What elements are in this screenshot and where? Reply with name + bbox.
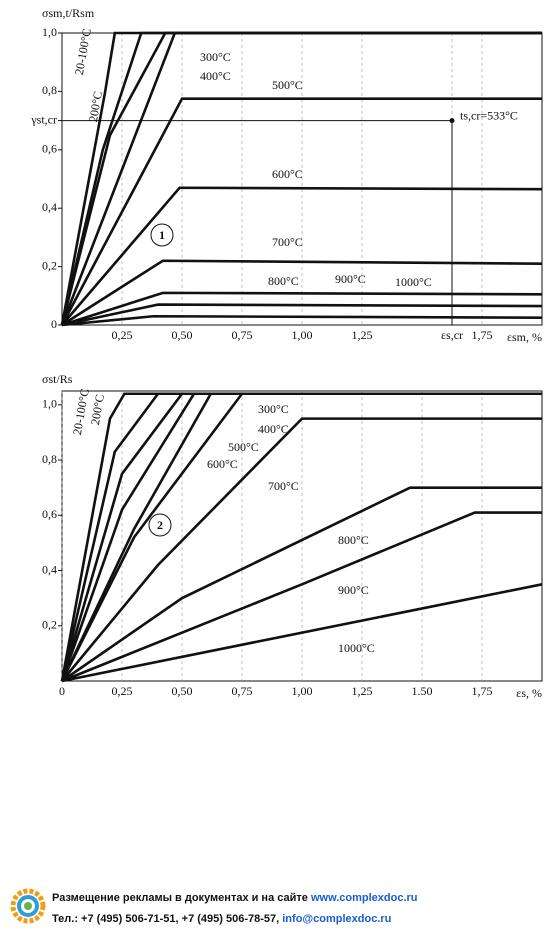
x-tick-label: 1,00: [292, 328, 313, 342]
footer-link[interactable]: info@complexdoc.ru: [282, 913, 391, 925]
series-line: [60, 417, 542, 682]
y-tick-label: 0,6: [42, 507, 57, 521]
y-tick-label: γst,cr: [30, 112, 57, 126]
annotation-number: 2: [157, 518, 163, 532]
series-label: 800°C: [268, 274, 299, 288]
x-tick-label: 1,25: [352, 328, 373, 342]
series-line: [61, 186, 543, 326]
x-axis-label: εsm, %: [507, 330, 542, 344]
series-line: [61, 314, 543, 327]
x-tick-label: 1,25: [352, 684, 373, 698]
series-line: [61, 511, 542, 683]
series-label: 600°C: [207, 457, 238, 471]
x-tick-label: 0,75: [232, 328, 253, 342]
annotation-point: [449, 118, 455, 124]
logo: [10, 888, 46, 924]
series-line: [60, 392, 542, 682]
x-tick-label: 0,50: [172, 328, 193, 342]
series-label: 20-100°C: [70, 387, 92, 436]
series-label: 1000°C: [395, 275, 432, 289]
series-line: [60, 97, 542, 326]
x-tick-label: 0,50: [172, 684, 193, 698]
series-label: 700°C: [268, 479, 299, 493]
series-label: 20-100°C: [72, 27, 94, 76]
x-tick-label: 0,25: [112, 684, 133, 698]
y-tick-label: 0,8: [42, 83, 57, 97]
footer-text: Тел.: +7 (495) 506-71-51, +7 (495) 506-7…: [52, 913, 391, 925]
y-tick-label: 0,4: [42, 200, 57, 214]
series-line: [61, 486, 542, 683]
series-label: 500°C: [272, 78, 303, 92]
y-tick-label: 0,8: [42, 452, 57, 466]
series-label: 700°C: [272, 235, 303, 249]
series-label: 300°C: [258, 402, 289, 416]
series-label: 400°C: [258, 422, 289, 436]
y-tick-label: 0,2: [42, 618, 57, 632]
series-label: 800°C: [338, 533, 369, 547]
y-tick-label: 1,0: [42, 25, 57, 39]
series-label: 900°C: [335, 272, 366, 286]
series-label: 300°C: [200, 50, 231, 64]
series-label: 200°C: [86, 90, 105, 123]
series-label: 1000°C: [338, 641, 375, 655]
y-axis-label: σst/Rs: [42, 372, 73, 386]
x-tick-label: 0,25: [112, 328, 133, 342]
x-tick-label: 1,75: [472, 684, 493, 698]
y-tick-label: 0,4: [42, 562, 57, 576]
annotation-number: 1: [159, 228, 165, 242]
footer-line: Тел.: +7 (495) 506-71-51, +7 (495) 506-7…: [52, 913, 282, 925]
y-tick-label: 1,0: [42, 397, 57, 411]
x-tick-label: εs,cr: [441, 328, 463, 342]
x-tick-label: 0: [59, 684, 65, 698]
footer-text: Размещение рекламы в документах и на сай…: [52, 892, 418, 904]
series-label: 200°C: [88, 393, 107, 426]
x-axis-label: εs, %: [516, 686, 542, 700]
x-tick-label: 1.50: [412, 684, 433, 698]
series-line: [61, 303, 543, 327]
series-line: [61, 259, 543, 327]
series-line: [61, 291, 543, 327]
annotation-text: ts,cr=533°C: [460, 108, 518, 122]
x-tick-label: 1,75: [472, 328, 493, 342]
y-tick-label: 0,2: [42, 258, 57, 272]
x-tick-label: 1,00: [292, 684, 313, 698]
series-label: 600°C: [272, 167, 303, 181]
series-line: [61, 583, 543, 683]
annotation-circle: [148, 513, 172, 537]
y-axis-label: σsm,t/Rsm: [42, 6, 95, 20]
annotation-circle: [150, 223, 174, 247]
annotation-arrow: [62, 120, 453, 325]
footer-link[interactable]: www.complexdoc.ru: [310, 892, 418, 904]
footer-line: Размещение рекламы в документах и на сай…: [52, 892, 311, 904]
y-tick-label: 0,6: [42, 142, 57, 156]
series-line: [60, 31, 542, 326]
x-tick-label: 0,75: [232, 684, 253, 698]
series-label: 500°C: [228, 440, 259, 454]
series-label: 400°C: [200, 69, 231, 83]
y-tick-label: 0: [51, 317, 57, 331]
series-label: 900°C: [338, 583, 369, 597]
